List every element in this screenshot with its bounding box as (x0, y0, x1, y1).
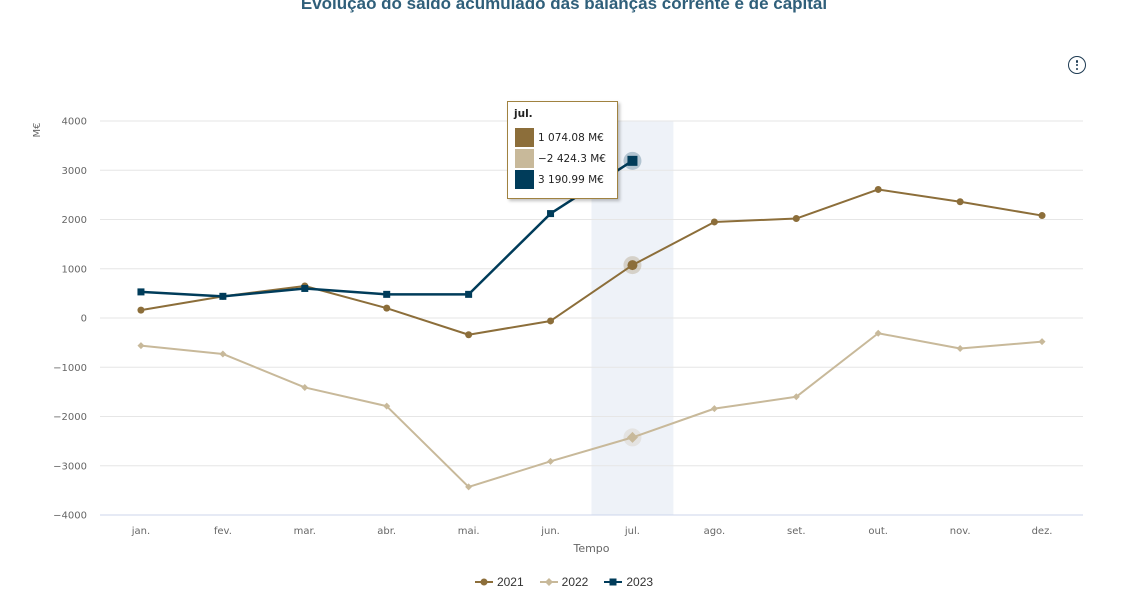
tooltip: jul. 1 074.08 M€ −2 424.3 M€ 3 190.99 M€ (507, 101, 618, 199)
legend-item-2021[interactable]: 2021 (474, 575, 524, 589)
data-point-2022-jun.[interactable] (547, 457, 555, 465)
legend-label-2021: 2021 (496, 575, 524, 589)
data-point-2022-nov.[interactable] (956, 345, 964, 353)
data-point-2022-dez.[interactable] (1038, 338, 1046, 346)
data-point-2022-ago.[interactable] (710, 405, 718, 413)
data-point-2022-fev.[interactable] (219, 350, 227, 358)
tooltip-row-2023: 3 190.99 M€ (515, 170, 604, 189)
tooltip-row-2021: 1 074.08 M€ (515, 128, 604, 147)
data-point-2023-jan.[interactable] (137, 288, 145, 296)
data-point-2021-jul.[interactable] (627, 260, 638, 271)
data-point-2021-mai.[interactable] (465, 331, 473, 339)
data-point-2023-mar.[interactable] (301, 284, 309, 292)
y-tick-label: 1000 (62, 264, 87, 275)
x-tick-label: fev. (214, 526, 232, 537)
y-tick-label: −2000 (53, 412, 87, 423)
x-tick-label: dez. (1032, 526, 1053, 537)
chart-menu-icon[interactable] (1068, 56, 1086, 74)
data-point-2021-dez.[interactable] (1038, 212, 1046, 220)
chart-title: Evolução do saldo acumulado das balanças… (300, 0, 828, 13)
y-tick-label: −3000 (53, 461, 87, 472)
x-tick-label: abr. (377, 526, 396, 537)
series-2021 (137, 185, 1046, 339)
data-point-2021-ago.[interactable] (710, 218, 718, 226)
tooltip-swatch-2021 (515, 128, 534, 147)
tooltip-header: jul. (514, 108, 533, 120)
y-tick-label: 4000 (62, 117, 87, 128)
data-point-2022-mar.[interactable] (301, 383, 309, 391)
tooltip-value-2022: −2 424.3 M€ (538, 152, 606, 165)
data-point-2022-abr.[interactable] (383, 402, 391, 410)
x-tick-label: out. (868, 526, 888, 537)
tooltip-swatch-2022 (515, 149, 534, 168)
chart-legend: 2021 2022 2023 (0, 575, 1128, 589)
y-tick-label: −4000 (53, 511, 87, 522)
legend-item-2023[interactable]: 2023 (604, 575, 653, 589)
tooltip-swatch-2023 (515, 170, 534, 189)
y-tick-label: 0 (81, 314, 87, 325)
y-tick-label: 3000 (62, 166, 87, 177)
data-point-2022-mai.[interactable] (465, 483, 473, 491)
data-point-2022-jan.[interactable] (137, 342, 145, 350)
x-tick-label: mai. (458, 526, 480, 537)
series-2022 (137, 329, 1046, 491)
data-point-2022-jul.[interactable] (626, 431, 638, 443)
x-axis-title: Tempo (572, 542, 609, 555)
tooltip-row-2022: −2 424.3 M€ (515, 149, 606, 168)
data-point-2021-abr.[interactable] (383, 304, 391, 312)
data-point-2022-out.[interactable] (874, 329, 882, 337)
x-tick-label: jan. (131, 526, 150, 537)
data-point-2023-jul.[interactable] (627, 155, 638, 166)
series-group (137, 151, 1046, 491)
data-point-2023-mai.[interactable] (465, 290, 473, 298)
legend-marker-2021 (474, 578, 493, 586)
data-point-2023-fev.[interactable] (219, 292, 227, 300)
series-line-2022 (140, 332, 1043, 488)
y-tick-label: −1000 (53, 363, 87, 374)
x-tick-label: nov. (950, 526, 971, 537)
legend-item-2022[interactable]: 2022 (539, 575, 589, 589)
x-tick-label: ago. (704, 526, 726, 537)
legend-label-2022: 2022 (561, 575, 589, 589)
y-axis-ticks: 4000 3000 2000 1000 0 −1000 −2000 −3000 −4000 (53, 117, 87, 522)
legend-marker-2023 (604, 578, 623, 586)
series-line-2021 (140, 188, 1043, 336)
data-point-2021-nov.[interactable] (956, 198, 964, 206)
x-tick-label: jun. (540, 526, 560, 537)
data-point-2023-abr.[interactable] (383, 290, 391, 298)
tooltip-value-2021: 1 074.08 M€ (538, 131, 604, 144)
series-2023 (137, 151, 642, 300)
legend-label-2023: 2023 (626, 575, 654, 589)
data-point-2021-jan.[interactable] (137, 306, 145, 314)
data-point-2021-jun.[interactable] (547, 317, 555, 325)
y-axis-title: M€ (32, 123, 43, 138)
data-point-2022-set.[interactable] (792, 393, 800, 401)
y-tick-label: 2000 (62, 215, 87, 226)
data-point-2023-jun.[interactable] (547, 210, 555, 218)
x-tick-label: set. (787, 526, 805, 537)
x-tick-label: mar. (294, 526, 316, 537)
legend-marker-2022 (539, 578, 558, 586)
tooltip-value-2023: 3 190.99 M€ (538, 173, 604, 186)
data-point-2021-out.[interactable] (874, 185, 882, 193)
x-tick-label: jul. (624, 526, 640, 537)
data-point-2021-set.[interactable] (792, 215, 800, 223)
x-axis-ticks: jan. fev. mar. abr. mai. jun. jul. ago. set. out.… (131, 526, 1053, 537)
